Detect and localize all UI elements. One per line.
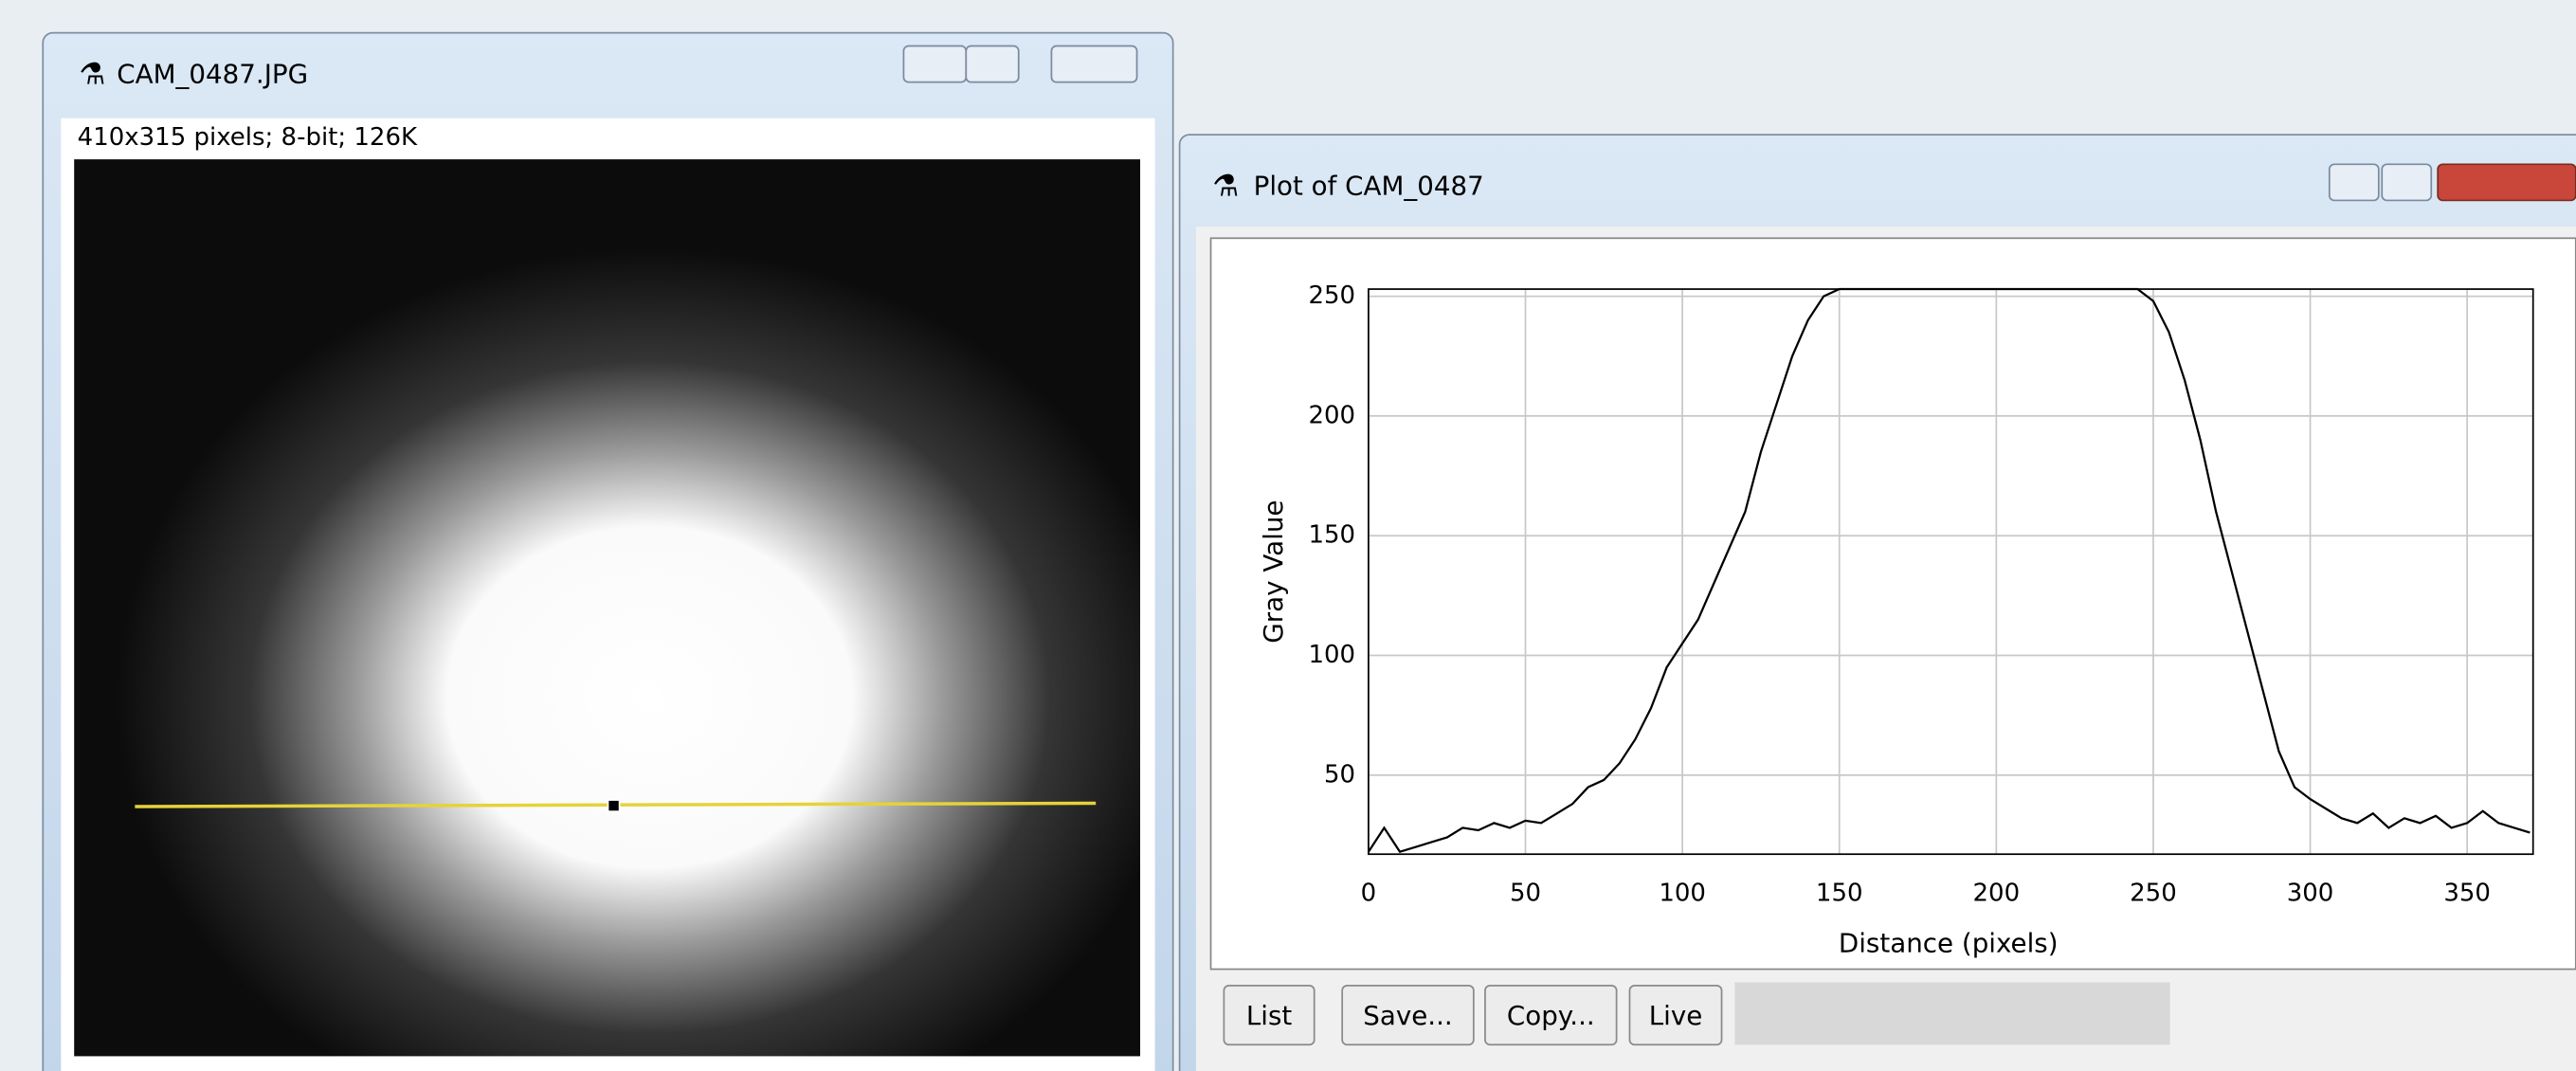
x-tick-label: 200 bbox=[1973, 879, 2021, 907]
x-tick-label: 350 bbox=[2443, 879, 2491, 907]
y-tick-label: 200 bbox=[1308, 401, 1355, 429]
x-tick-label: 150 bbox=[1816, 879, 1863, 907]
profile-line bbox=[1367, 287, 2531, 854]
image bbox=[74, 159, 1141, 1057]
button[interactable] bbox=[1341, 985, 1475, 1046]
plot-panel bbox=[1209, 237, 2576, 971]
window-title: Plot of CAM_0487 bbox=[1254, 171, 1484, 202]
minimize-button[interactable] bbox=[2328, 163, 2380, 202]
app-icon: ⚗ bbox=[1212, 170, 1239, 204]
x-tick-label: 0 bbox=[1361, 879, 1377, 907]
button-label[interactable]: Save... bbox=[1363, 1000, 1452, 1031]
x-tick-label: 100 bbox=[1659, 879, 1706, 907]
button-label[interactable]: Live bbox=[1649, 1000, 1703, 1031]
image-info: 410x315 pixels; 8-bit; 126K bbox=[78, 123, 418, 152]
window-title: CAM_0487.JPG bbox=[117, 59, 308, 90]
button[interactable] bbox=[1223, 985, 1315, 1046]
close-button[interactable] bbox=[1050, 45, 1138, 83]
x-axis-label: Distance (pixels) bbox=[1839, 928, 2059, 959]
y-axis-label: Gray Value bbox=[1258, 500, 1289, 644]
selection-handle[interactable] bbox=[607, 799, 621, 813]
y-tick-label: 50 bbox=[1324, 760, 1355, 789]
status-field bbox=[1734, 982, 2170, 1045]
minimize-button[interactable] bbox=[902, 45, 968, 83]
maximize-button[interactable] bbox=[2381, 163, 2433, 202]
maximize-button[interactable] bbox=[965, 45, 1020, 83]
x-tick-label: 50 bbox=[1510, 879, 1541, 907]
button[interactable] bbox=[1484, 985, 1618, 1046]
button-label[interactable]: List bbox=[1246, 1000, 1293, 1031]
y-tick-label: 100 bbox=[1308, 641, 1355, 669]
app-icon: ⚗ bbox=[79, 58, 105, 92]
y-tick-label: 150 bbox=[1308, 521, 1355, 550]
close-button[interactable] bbox=[2437, 163, 2576, 202]
x-tick-label: 250 bbox=[2130, 879, 2177, 907]
x-tick-label: 300 bbox=[2287, 879, 2334, 907]
button-label[interactable]: Copy... bbox=[1507, 1000, 1595, 1031]
y-tick-label: 250 bbox=[1308, 281, 1355, 310]
button[interactable] bbox=[1628, 985, 1723, 1046]
